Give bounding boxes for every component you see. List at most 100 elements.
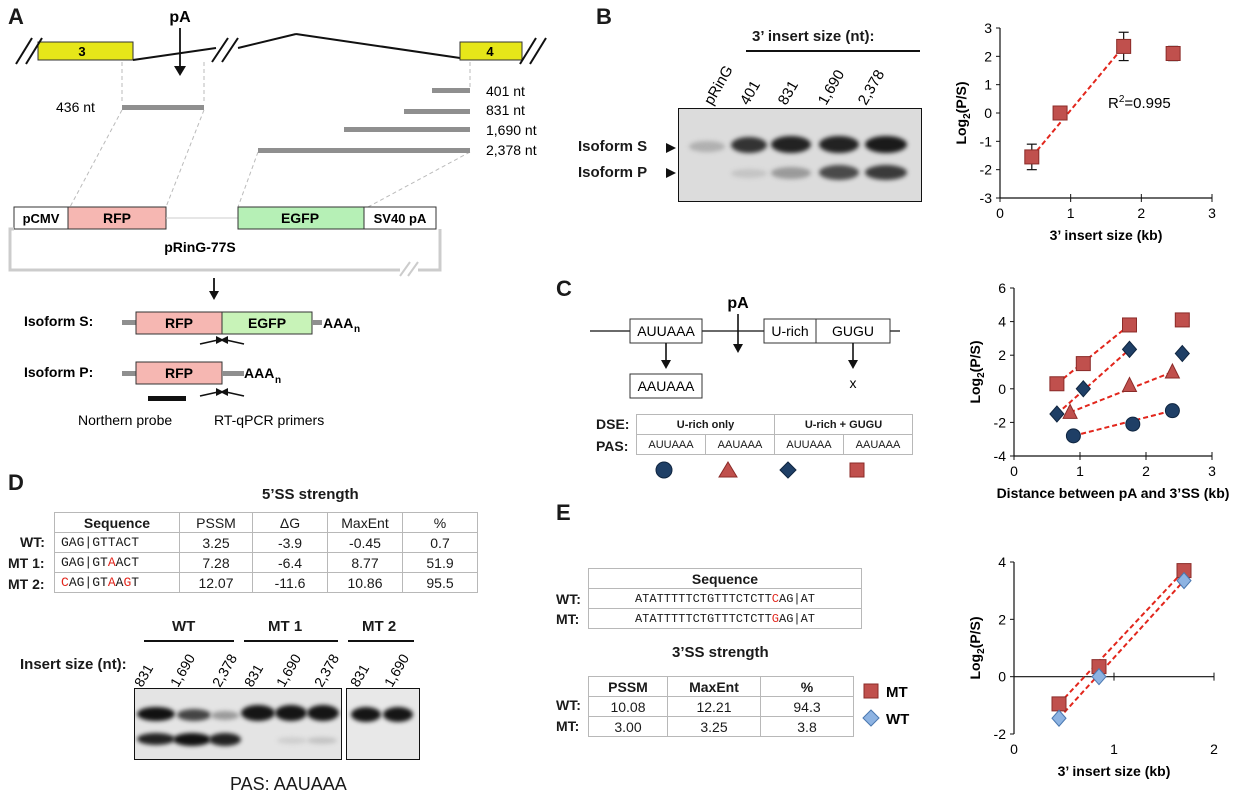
y-axis-label: Log2(P/S) bbox=[967, 616, 987, 679]
y-tick-label: 3 bbox=[984, 20, 992, 36]
svg-text:pRinG: pRinG bbox=[701, 63, 737, 108]
fit-line bbox=[1073, 409, 1173, 437]
data-point-diamond bbox=[1174, 344, 1190, 363]
x-tick-label: 2 bbox=[1137, 205, 1145, 221]
y-tick-label: 2 bbox=[998, 347, 1006, 363]
blot-b-arrows bbox=[666, 143, 676, 178]
svg-text:pA: pA bbox=[727, 295, 749, 312]
exon-3-label: 3 bbox=[78, 44, 85, 59]
svg-text:2,378: 2,378 bbox=[855, 67, 888, 108]
size-831: 831 nt bbox=[486, 102, 525, 118]
insert-size-header: 3’ insert size (nt): bbox=[752, 28, 875, 45]
x-tick-label: 3 bbox=[1208, 205, 1216, 221]
x-axis-label: Distance between pA and 3’SS (kb) bbox=[997, 485, 1230, 501]
fit-line bbox=[1058, 579, 1185, 719]
dse-label: DSE: bbox=[596, 416, 630, 432]
data-point-wt bbox=[1091, 667, 1107, 686]
sv40-label: SV40 pA bbox=[374, 211, 427, 226]
svg-text:1,690: 1,690 bbox=[273, 651, 304, 690]
svg-text:831: 831 bbox=[241, 661, 267, 689]
rfp-label: RFP bbox=[103, 210, 131, 226]
svg-text:AAA: AAA bbox=[244, 365, 274, 381]
blot-d-lane-labels: 831 1,690 2,378 831 1,690 2,378 831 1,69… bbox=[134, 651, 412, 690]
data-point-square bbox=[1075, 356, 1091, 372]
data-point-diamond bbox=[1075, 380, 1091, 398]
x-axis-label: 3’ insert size (kb) bbox=[1058, 763, 1171, 779]
plasmid-construct: pCMV RFP EGFP SV40 pA pRinG-77S bbox=[8, 206, 442, 277]
x-tick-label: 0 bbox=[1010, 463, 1018, 479]
y-tick-label: 4 bbox=[998, 554, 1006, 570]
data-point-circle bbox=[1125, 416, 1141, 432]
svg-text:AUUAAA: AUUAAA bbox=[637, 323, 695, 339]
y-tick-label: 1 bbox=[984, 77, 992, 93]
y-axis-label: Log2(P/S) bbox=[953, 81, 973, 144]
isoform-p-label: Isoform P: bbox=[24, 364, 93, 380]
isoform-s-blot-label: Isoform S bbox=[578, 138, 648, 155]
data-point-square bbox=[1122, 317, 1137, 333]
size-1690: 1,690 nt bbox=[486, 122, 537, 138]
y-tick-label: 6 bbox=[998, 280, 1006, 296]
insert-size-label-d: Insert size (nt): bbox=[20, 656, 127, 673]
three-ss-title: 3’SS strength bbox=[672, 644, 769, 661]
y-tick-label: 4 bbox=[998, 314, 1006, 330]
exon-3: 3 bbox=[15, 37, 134, 65]
svg-text:1,690: 1,690 bbox=[167, 651, 198, 690]
group-wt: WT bbox=[172, 618, 196, 635]
svg-text:2,378: 2,378 bbox=[209, 651, 240, 690]
x-tick-label: 1 bbox=[1067, 205, 1075, 221]
data-point-diamond bbox=[1049, 405, 1065, 423]
y-tick-label: -2 bbox=[980, 162, 993, 178]
egfp-label: EGFP bbox=[281, 210, 319, 226]
pcmv-label: pCMV bbox=[23, 211, 60, 226]
panel-label-e: E bbox=[556, 500, 571, 525]
svg-text:EGFP: EGFP bbox=[248, 315, 286, 331]
size-401: 401 nt bbox=[486, 83, 525, 99]
legend-mt-marker bbox=[863, 683, 879, 699]
five-ss-title: 5’SS strength bbox=[262, 486, 359, 503]
five-ss-table: Sequence PSSM ΔG MaxEnt % GAG|GTTACT 3.2… bbox=[54, 512, 478, 593]
seq-mt1: GAG|GTAACT bbox=[54, 552, 180, 573]
y-tick-label: -3 bbox=[980, 190, 993, 206]
x-tick-label: 1 bbox=[1076, 463, 1084, 479]
data-point-square bbox=[1049, 376, 1065, 392]
size-2378: 2,378 nt bbox=[486, 142, 537, 158]
exon-4-label: 4 bbox=[486, 44, 494, 59]
chart-b: -3 -2 -1 0 1 2 3 0 1 2 3 3’ insert size (kb) Log2(P/… bbox=[953, 20, 1216, 243]
isoform-s-label: Isoform S: bbox=[24, 313, 93, 329]
panel-label-a: A bbox=[8, 4, 24, 29]
legend-e: MT WT bbox=[862, 683, 909, 728]
svg-text:2,378: 2,378 bbox=[311, 651, 342, 690]
exon-4: 4 bbox=[459, 37, 547, 65]
group-mt1: MT 1 bbox=[268, 618, 303, 635]
data-point bbox=[1165, 46, 1181, 61]
e-wt-label: WT: bbox=[556, 591, 581, 607]
svg-text:401: 401 bbox=[737, 78, 764, 108]
fit-line bbox=[1069, 371, 1173, 414]
isoform-p-blot-label: Isoform P bbox=[578, 164, 648, 181]
seq-mt2: CAG|GTAAGT bbox=[54, 572, 180, 593]
marker-legend-c bbox=[655, 461, 865, 479]
northern-blot-d-2 bbox=[346, 688, 420, 760]
data-point-mt bbox=[1051, 696, 1067, 712]
northern-blot-b bbox=[678, 108, 922, 202]
x-tick-label: 3 bbox=[1208, 463, 1216, 479]
blot-b-lane-labels: pRinG 401 831 1,690 2,378 bbox=[701, 63, 888, 108]
rtqpcr-label: RT-qPCR primers bbox=[214, 412, 324, 428]
size-436: 436 nt bbox=[56, 99, 95, 115]
y-tick-label: 0 bbox=[998, 669, 1006, 685]
plasmid-name: pRinG-77S bbox=[164, 239, 236, 255]
dse-pas-table: U-rich only U-rich + GUGU AUUAAA AAUAAA … bbox=[636, 414, 913, 455]
insert-header-line bbox=[746, 50, 920, 52]
x-tick-label: 0 bbox=[996, 205, 1004, 221]
data-point bbox=[1052, 105, 1068, 121]
northern-blot-d-1 bbox=[134, 688, 342, 760]
y-tick-label: 0 bbox=[984, 105, 992, 121]
data-point-wt bbox=[1176, 571, 1192, 590]
svg-text:RFP: RFP bbox=[165, 365, 193, 381]
row-label-mt1: MT 1: bbox=[8, 555, 45, 571]
data-point-triangle bbox=[1164, 362, 1181, 379]
data-point-square bbox=[1174, 312, 1190, 328]
northern-probe-label: Northern probe bbox=[78, 412, 172, 428]
svg-text:831: 831 bbox=[775, 78, 802, 108]
